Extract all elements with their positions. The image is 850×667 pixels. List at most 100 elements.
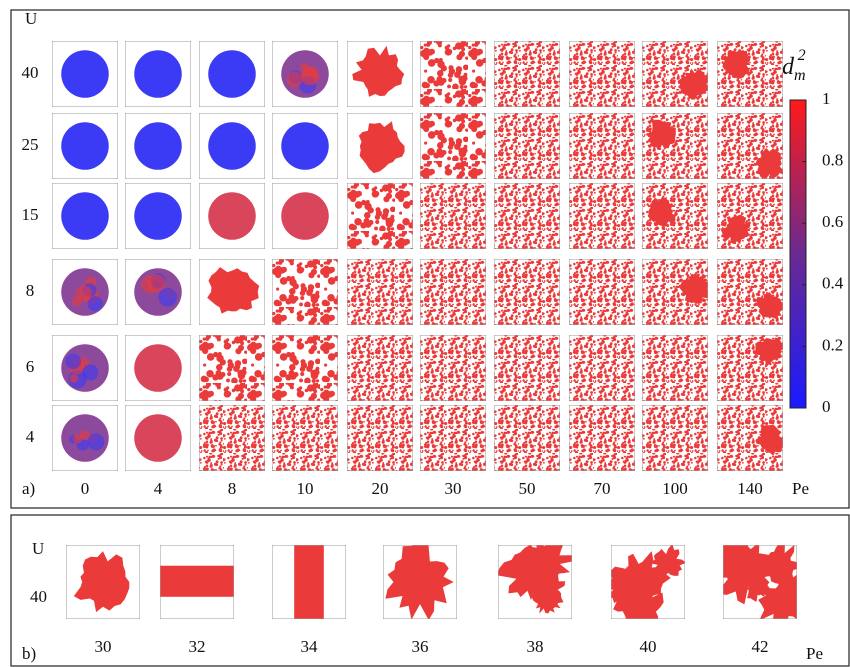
snapshot	[642, 259, 711, 325]
patch	[88, 434, 105, 451]
cluster	[61, 192, 109, 240]
snapshot	[160, 545, 234, 619]
snapshot	[52, 183, 118, 249]
column-label: 0	[81, 479, 90, 498]
texture	[347, 335, 413, 401]
snapshot	[199, 405, 265, 471]
texture	[420, 405, 486, 471]
snapshot	[642, 41, 710, 107]
snapshot	[125, 41, 191, 107]
figure: a) U Pe dm2 b) U 40 Pe 40251586404810203…	[0, 0, 850, 667]
column-label: 70	[594, 479, 611, 498]
texture	[199, 335, 265, 401]
column-label: 30	[95, 637, 112, 656]
snapshot	[347, 41, 413, 107]
column-label: 34	[301, 637, 319, 656]
texture	[420, 259, 486, 325]
snapshot	[125, 405, 191, 471]
texture	[569, 259, 635, 325]
snapshot	[717, 259, 786, 325]
texture	[569, 405, 635, 471]
snapshot	[603, 544, 686, 630]
snapshot	[199, 335, 265, 401]
snapshot	[420, 335, 486, 401]
column-label: 42	[752, 637, 769, 656]
snapshot	[199, 41, 265, 107]
snapshot	[52, 113, 118, 179]
snapshot	[420, 41, 486, 107]
texture	[642, 335, 708, 401]
snapshot	[569, 113, 635, 179]
x-axis-label: Pe	[806, 644, 823, 663]
cluster	[281, 122, 329, 170]
texture	[199, 405, 265, 471]
cluster	[294, 545, 324, 619]
snapshot	[420, 405, 486, 471]
snapshot	[347, 405, 413, 471]
snapshot	[66, 545, 140, 619]
texture	[642, 113, 708, 179]
snapshot	[272, 545, 346, 619]
texture	[494, 41, 560, 107]
snapshot	[347, 113, 413, 179]
snapshot	[569, 259, 635, 325]
cluster	[61, 122, 109, 170]
patch	[66, 354, 81, 369]
column-label: 20	[372, 479, 389, 498]
colorbar-label-sub: m	[794, 67, 806, 84]
texture	[494, 335, 560, 401]
cluster	[160, 566, 234, 597]
texture	[569, 183, 635, 249]
texture	[347, 183, 413, 249]
texture	[494, 113, 560, 179]
row-label: 40	[22, 63, 39, 82]
texture	[494, 405, 560, 471]
colorbar-tick-label: 0.8	[822, 151, 843, 170]
row-label: 40	[30, 587, 47, 606]
snapshot	[497, 535, 573, 619]
colorbar-tick-label: 0.6	[822, 212, 843, 231]
snapshot	[52, 41, 118, 107]
texture	[642, 405, 708, 471]
patch	[88, 296, 103, 311]
cluster	[61, 50, 109, 98]
snapshot	[642, 113, 708, 179]
column-label: 38	[527, 637, 544, 656]
snapshot	[569, 335, 635, 401]
texture	[420, 183, 486, 249]
snapshot	[494, 259, 560, 325]
patch	[69, 374, 78, 383]
texture	[420, 41, 486, 107]
snapshot	[52, 335, 118, 401]
texture	[569, 41, 635, 107]
column-label: 36	[412, 637, 429, 656]
colorbar-tick-label: 0.2	[822, 335, 843, 354]
texture	[569, 335, 635, 401]
snapshot	[347, 259, 413, 325]
texture	[494, 183, 560, 249]
y-axis-label: U	[25, 9, 37, 28]
snapshot	[494, 183, 560, 249]
snapshot	[125, 335, 191, 401]
snapshot	[642, 183, 708, 249]
snapshot	[125, 183, 191, 249]
cluster	[208, 192, 256, 240]
snapshot	[272, 405, 338, 471]
cluster	[134, 50, 182, 98]
snapshot	[717, 405, 785, 471]
colorbar	[790, 100, 806, 408]
snapshot	[420, 183, 486, 249]
snapshot	[272, 259, 338, 325]
row-label: 8	[26, 281, 35, 300]
snapshot	[272, 183, 338, 249]
row-label: 6	[26, 357, 35, 376]
snapshot	[494, 405, 560, 471]
snapshot	[199, 113, 265, 179]
snapshot	[199, 259, 265, 325]
texture	[569, 113, 635, 179]
texture	[420, 113, 486, 179]
patch	[158, 288, 177, 307]
snapshot	[347, 335, 413, 401]
column-label: 40	[640, 637, 657, 656]
texture	[494, 259, 560, 325]
